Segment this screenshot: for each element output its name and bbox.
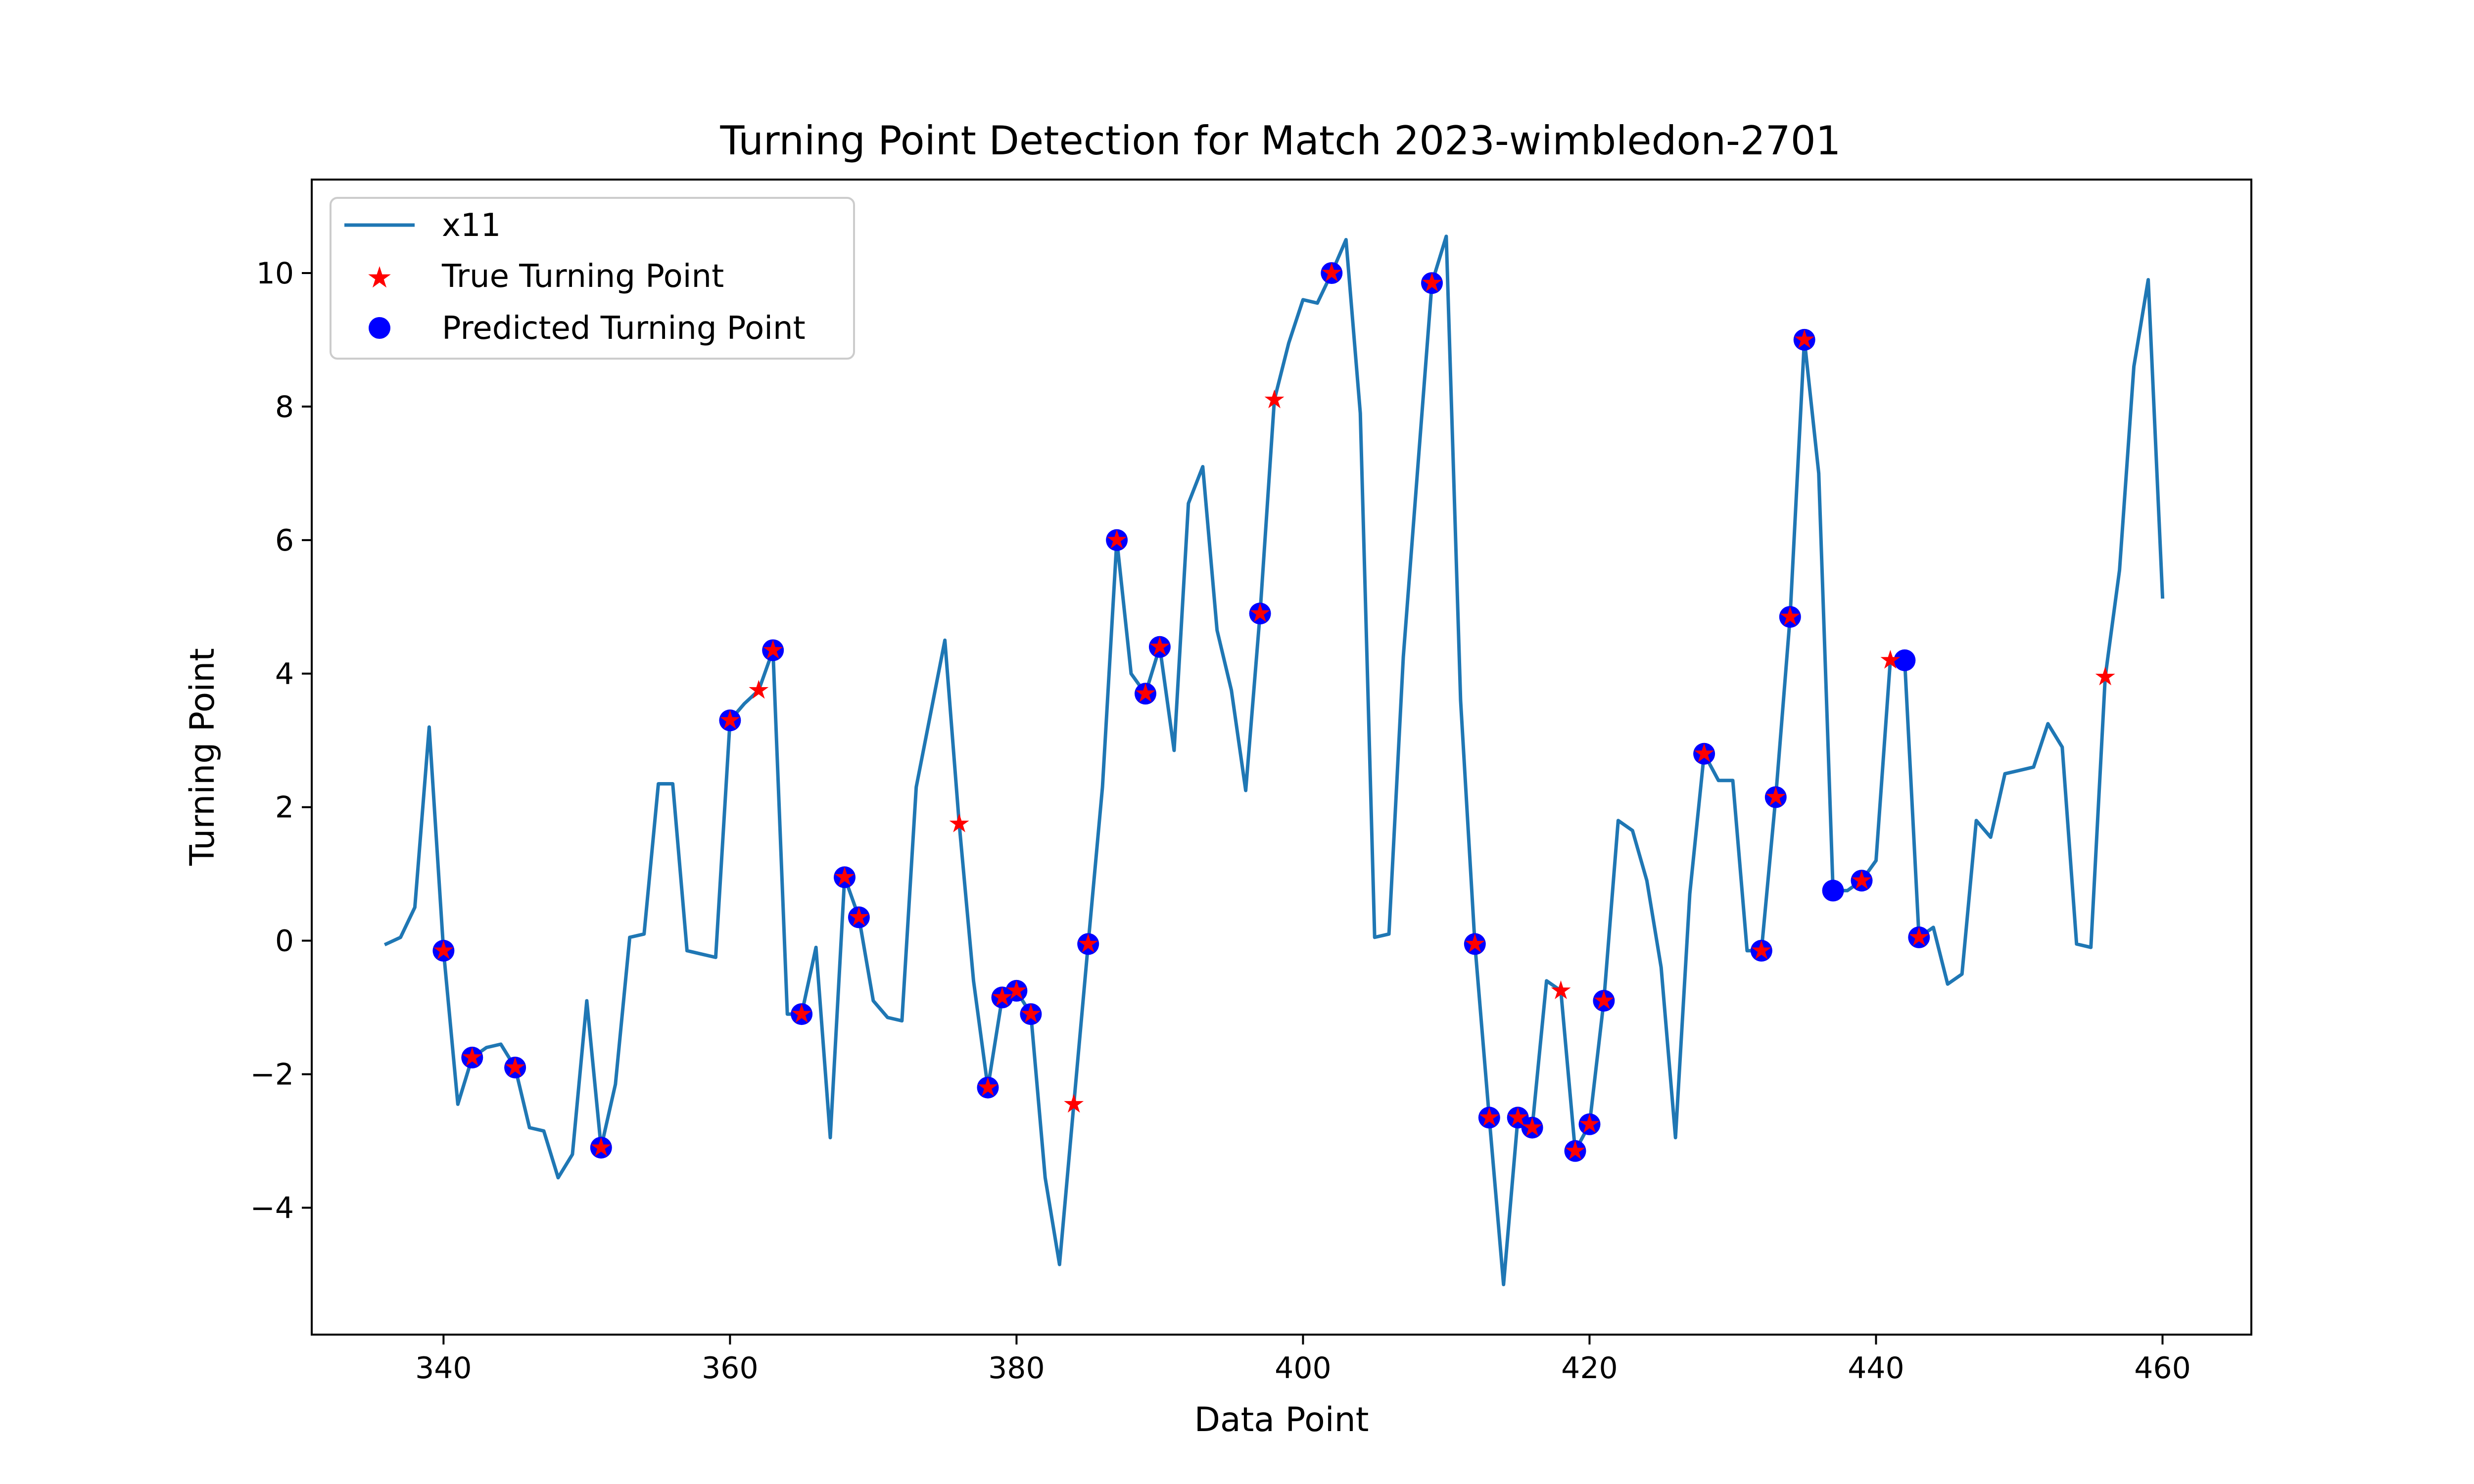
legend-label-x11: x11 xyxy=(442,207,501,244)
true-turning-point-marker xyxy=(1479,1107,1499,1126)
legend-box xyxy=(330,197,855,360)
true-turning-point-marker xyxy=(992,987,1012,1006)
true-turning-point-marker xyxy=(1250,603,1270,622)
x-tick-label: 420 xyxy=(1561,1351,1618,1386)
legend-label-true-turning-point: True Turning Point xyxy=(441,258,724,295)
true-turning-point-marker xyxy=(1909,927,1929,946)
plot-frame xyxy=(311,179,2252,1336)
true-turning-point-marker xyxy=(1551,980,1571,999)
true-turning-point-marker xyxy=(835,867,855,886)
true-turning-point-marker xyxy=(1565,1140,1585,1159)
true-turning-point-marker xyxy=(978,1077,998,1096)
true-turning-point-marker xyxy=(1852,870,1872,889)
true-turning-point-marker xyxy=(505,1057,525,1076)
x-axis-ticks: 340 360 380 400 420 440 460 xyxy=(415,1335,2191,1386)
true-turning-point-marker xyxy=(1021,1004,1041,1023)
true-turning-point-marker xyxy=(1522,1117,1542,1136)
predicted-turning-point-marker xyxy=(1894,649,1916,671)
true-turning-point-marker xyxy=(1594,990,1614,1010)
y-tick-label: 4 xyxy=(275,657,294,692)
true-turning-point-marker xyxy=(1765,787,1786,806)
true-turning-point-marker xyxy=(1694,743,1714,762)
true-turning-point-marker xyxy=(1078,933,1098,953)
true-turning-point-marker xyxy=(949,813,969,833)
true-turning-point-marker xyxy=(849,907,869,926)
true-turning-point-marker xyxy=(1006,980,1027,999)
true-turning-point-marker xyxy=(1322,263,1342,281)
true-turning-point-marker xyxy=(1107,529,1127,549)
true-turning-point-marker xyxy=(433,940,454,959)
markers-layer xyxy=(432,262,2115,1162)
y-tick-label: 6 xyxy=(275,523,294,558)
x-tick-label: 340 xyxy=(415,1351,472,1386)
x-tick-label: 400 xyxy=(1275,1351,1332,1386)
y-axis-ticks: −4 −2 0 2 4 6 8 10 xyxy=(250,256,312,1226)
true-turning-point-marker xyxy=(591,1137,611,1157)
true-turning-point-marker xyxy=(792,1004,812,1023)
legend-circle-swatch xyxy=(369,317,390,339)
true-turning-point-marker xyxy=(1579,1113,1600,1133)
x-tick-label: 360 xyxy=(702,1351,759,1386)
legend-label-predicted-turning-point: Predicted Turning Point xyxy=(442,310,806,347)
true-turning-point-marker xyxy=(1149,636,1170,655)
true-turning-point-marker xyxy=(1508,1107,1528,1126)
true-turning-point-marker xyxy=(1136,683,1155,702)
y-tick-label: 2 xyxy=(275,790,294,825)
chart-title: Turning Point Detection for Match 2023-w… xyxy=(720,118,1841,164)
plot-area xyxy=(311,179,2252,1336)
y-axis-label: Turning Point xyxy=(183,648,222,866)
true-turning-point-marker xyxy=(1264,389,1285,409)
x-tick-label: 380 xyxy=(988,1351,1045,1386)
true-turning-point-marker xyxy=(462,1047,482,1066)
true-turning-point-marker xyxy=(1064,1094,1084,1113)
y-tick-label: 0 xyxy=(275,924,294,959)
true-turning-point-marker xyxy=(1794,329,1814,348)
legend-star-swatch xyxy=(368,266,391,288)
x-axis-label: Data Point xyxy=(1194,1400,1369,1439)
predicted-turning-point-marker xyxy=(1822,880,1844,902)
true-turning-point-marker xyxy=(1422,273,1442,292)
y-tick-label: 10 xyxy=(256,256,294,291)
true-turning-point-marker xyxy=(1751,940,1771,959)
y-tick-label: −4 xyxy=(250,1191,294,1226)
x-tick-label: 440 xyxy=(1848,1351,1904,1386)
y-tick-label: −2 xyxy=(250,1058,294,1092)
true-turning-point-marker xyxy=(763,640,783,659)
true-turning-point-marker xyxy=(1880,649,1901,669)
true-turning-point-marker xyxy=(749,680,769,699)
x-tick-label: 460 xyxy=(2134,1351,2191,1386)
true-turning-point-marker xyxy=(2095,666,2115,686)
legend: x11 True Turning Point Predicted Turning… xyxy=(330,197,855,360)
y-tick-label: 8 xyxy=(275,390,294,424)
true-turning-point-marker xyxy=(720,710,740,729)
true-turning-point-marker xyxy=(1465,933,1485,953)
true-turning-point-marker xyxy=(1780,606,1800,626)
